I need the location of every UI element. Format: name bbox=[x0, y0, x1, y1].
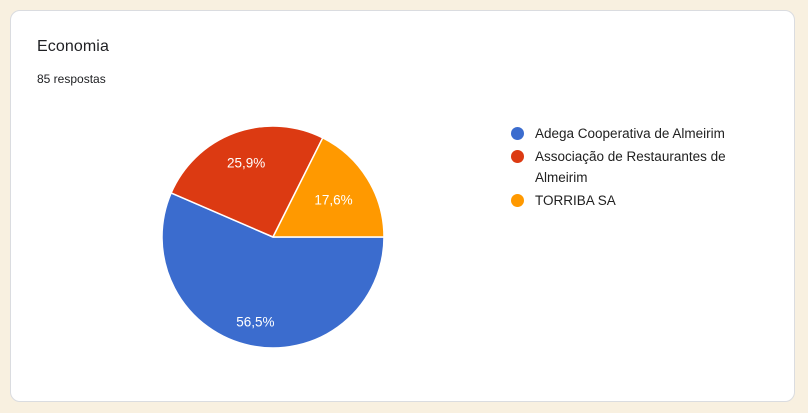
legend-dot-icon bbox=[511, 150, 524, 163]
response-count: 85 respostas bbox=[37, 72, 106, 86]
legend-item-label: TORRIBA SA bbox=[535, 193, 616, 208]
pie-slice-3[interactable] bbox=[272, 137, 385, 238]
chart-legend: Adega Cooperativa de Almeirim Associação … bbox=[511, 123, 783, 211]
legend-item-label: Associação de Restaurantes de Almeirim bbox=[535, 149, 726, 185]
pie-slice-percentage-label: 17,6% bbox=[314, 192, 352, 207]
legend-item-3: TORRIBA SA bbox=[511, 190, 783, 211]
legend-dot-icon bbox=[511, 127, 524, 140]
legend-item-1: Adega Cooperativa de Almeirim bbox=[511, 123, 783, 144]
legend-item-2: Associação de Restaurantes de Almeirim bbox=[511, 146, 783, 188]
question-summary-card: Economia 85 respostas 56,5% 25,9% 17,6% Ad… bbox=[10, 10, 795, 402]
legend-dot-icon bbox=[511, 194, 524, 207]
pie-chart[interactable]: 56,5% 25,9% 17,6% bbox=[160, 124, 386, 350]
legend-item-label: Adega Cooperativa de Almeirim bbox=[535, 126, 725, 141]
pie-slice-2[interactable] bbox=[170, 125, 324, 238]
pie-slice-percentage-label: 56,5% bbox=[236, 315, 274, 330]
pie-slice-percentage-label: 25,9% bbox=[227, 156, 265, 171]
pie-slice-1[interactable] bbox=[161, 192, 385, 349]
question-title: Economia bbox=[37, 38, 109, 55]
